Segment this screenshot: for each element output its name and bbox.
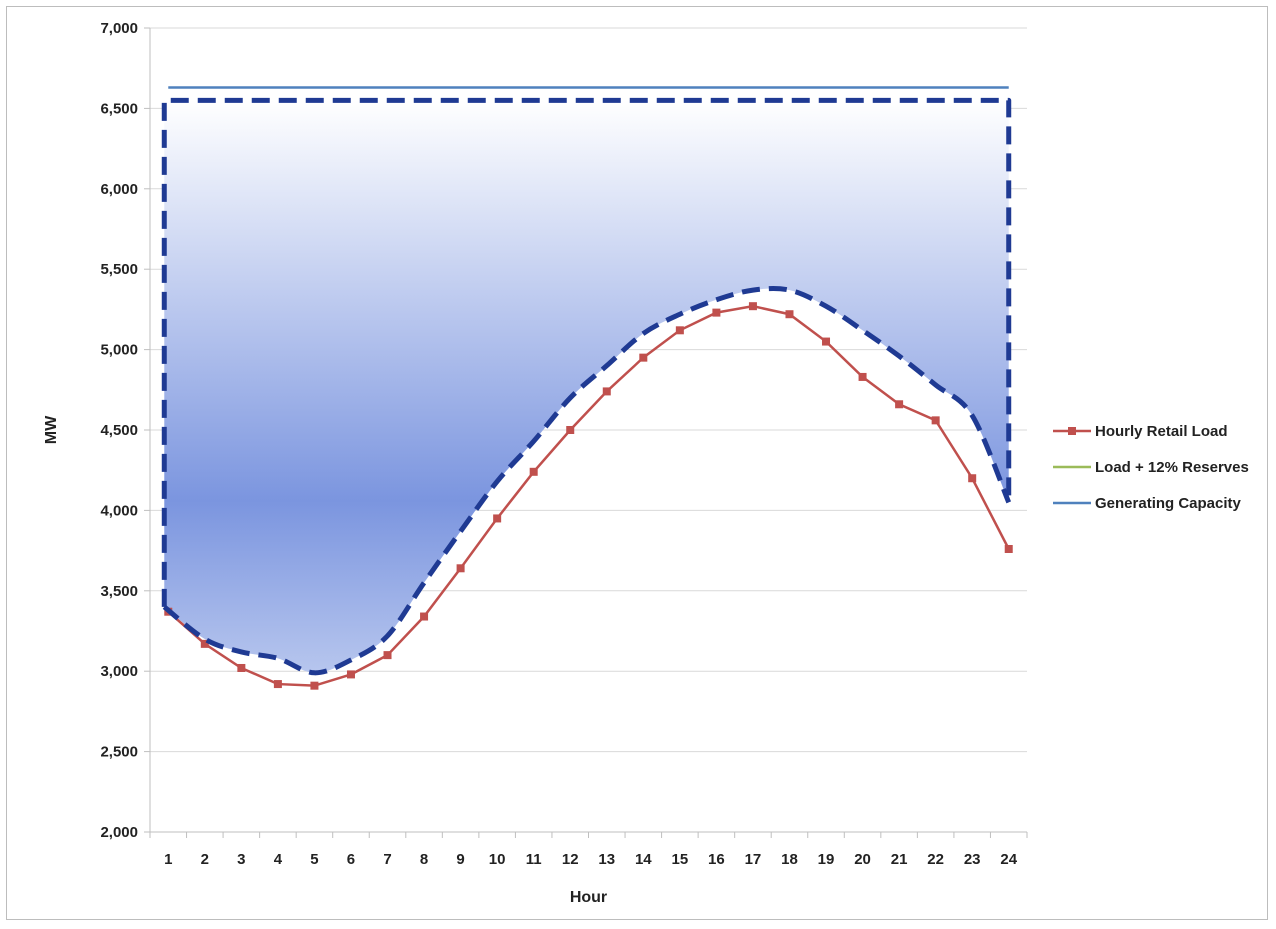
x-tick-label: 3 <box>237 851 245 868</box>
hourly-retail-load-point <box>895 400 904 409</box>
x-tick-label: 17 <box>745 851 762 868</box>
hourly-retail-load-point <box>200 639 209 648</box>
hourly-retail-load-point <box>712 308 721 317</box>
hourly-retail-load-point <box>346 670 355 679</box>
x-tick-label: 11 <box>526 851 542 868</box>
hourly-retail-load-point <box>456 564 465 573</box>
hourly-retail-load-point <box>639 353 648 362</box>
x-tick-label: 20 <box>854 851 871 868</box>
x-tick-label: 4 <box>274 851 283 868</box>
y-axis-title: MW <box>43 415 60 444</box>
y-tick-label: 3,500 <box>100 583 138 600</box>
x-tick-label: 16 <box>708 851 725 868</box>
x-tick-label: 24 <box>1000 851 1017 868</box>
y-tick-label: 6,000 <box>100 181 138 198</box>
y-tick-label: 4,000 <box>100 502 138 519</box>
hourly-retail-load-point <box>858 372 867 381</box>
y-tick-label: 4,500 <box>100 422 138 439</box>
legend: Hourly Retail Load Load + 12% Reserves Gen… <box>1053 423 1249 512</box>
hourly-retail-load-line <box>167 304 1010 687</box>
x-tick-label: 1 <box>164 851 172 868</box>
x-tick-label: 15 <box>672 851 689 868</box>
x-tick-label: 21 <box>891 851 908 868</box>
x-tick-label: 22 <box>927 851 944 868</box>
hourly-retail-load-point <box>273 680 282 689</box>
y-tick-label: 2,500 <box>100 744 138 761</box>
hourly-retail-load-point <box>602 387 611 396</box>
y-tick-label: 5,500 <box>100 261 138 278</box>
hourly-retail-load-point <box>968 474 977 483</box>
hourly-retail-load-point <box>785 310 794 319</box>
hourly-retail-load-point <box>420 612 429 621</box>
y-tick-label: 6,500 <box>100 100 138 117</box>
y-tick-label: 5,000 <box>100 342 138 359</box>
dashed-outline-box <box>161 97 1012 607</box>
x-tick-label: 12 <box>562 851 579 868</box>
reserve-margin-fill <box>164 100 1009 673</box>
hourly-retail-load-point <box>566 426 575 434</box>
x-tick-label: 9 <box>456 851 464 868</box>
x-tick-label: 18 <box>781 851 798 868</box>
y-tick-label: 3,000 <box>100 663 138 680</box>
series-lines <box>164 86 1013 690</box>
hourly-retail-load-point <box>931 416 940 425</box>
x-tick-label: 19 <box>818 851 835 868</box>
x-tick-label: 10 <box>489 851 506 868</box>
dashed-outline-curve <box>162 285 1012 676</box>
x-tick-label: 2 <box>201 851 209 868</box>
tick-labels: 2,000 2,500 3,000 3,500 4,000 4,500 5,000 5,500… <box>100 20 1017 868</box>
x-tick-label: 14 <box>635 851 652 868</box>
hourly-retail-load-point <box>748 302 757 311</box>
margin-fill-area <box>164 100 1009 673</box>
legend-label: Hourly Retail Load <box>1095 423 1228 440</box>
hourly-retail-load-point <box>493 514 502 523</box>
x-tick-label: 8 <box>420 851 428 868</box>
hourly-retail-load-point <box>237 663 246 672</box>
y-tick-label: 2,000 <box>100 824 138 841</box>
x-axis-title: Hour <box>570 889 607 906</box>
legend-label: Generating Capacity <box>1095 495 1242 512</box>
y-tick-label: 7,000 <box>100 20 138 37</box>
hourly-retail-load-point <box>675 326 684 335</box>
hourly-retail-load-point <box>310 681 319 690</box>
hourly-retail-load-point <box>529 467 538 476</box>
dashed-annotation <box>161 97 1012 676</box>
legend-marker <box>1068 427 1076 435</box>
hourly-retail-load-point <box>383 651 392 660</box>
x-tick-label: 5 <box>310 851 318 868</box>
axes <box>144 27 1028 838</box>
x-tick-label: 23 <box>964 851 981 868</box>
x-tick-label: 7 <box>383 851 391 868</box>
legend-label: Load + 12% Reserves <box>1095 459 1249 476</box>
hourly-retail-load-point <box>822 337 831 346</box>
hourly-retail-load-point <box>1004 544 1013 553</box>
x-tick-label: 6 <box>347 851 355 868</box>
x-tick-label: 13 <box>598 851 615 868</box>
